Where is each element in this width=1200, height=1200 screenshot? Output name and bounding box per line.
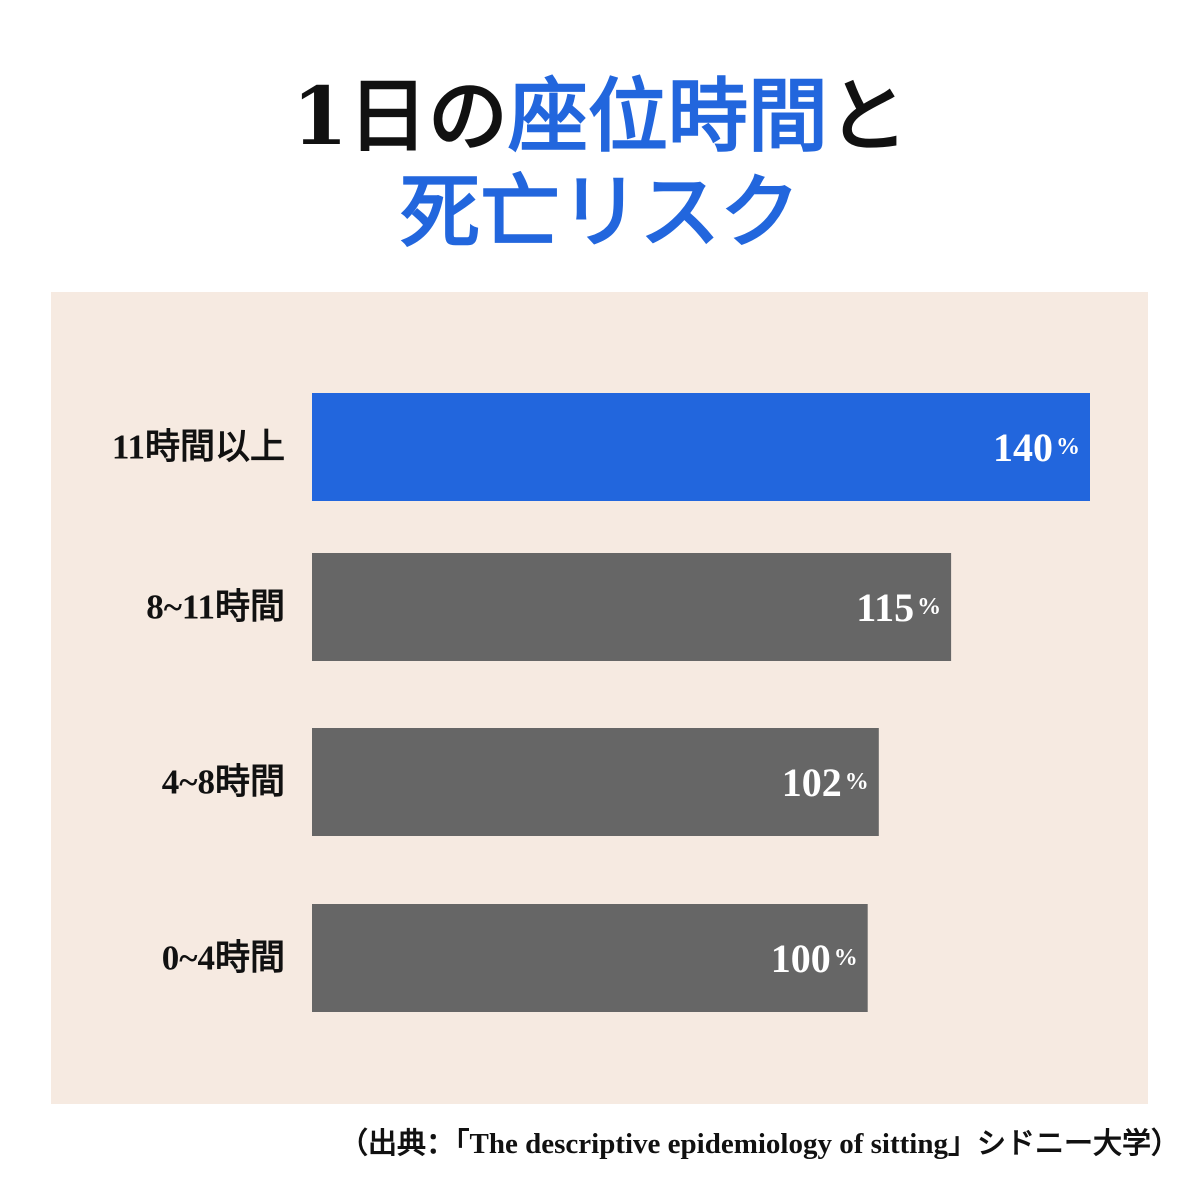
value-label-0: 140% [993, 425, 1080, 470]
bar-2 [312, 728, 879, 836]
chart-title-line1: 1日の座位時間と [0, 66, 1200, 166]
category-label-1: 8~11時間 [146, 588, 285, 627]
bar-chart: 11時間以上 140 % 8~11時間 115 % 4~8時間 102 % 0~4時間 100% [112, 393, 1090, 1012]
category-label-0: 11時間以上 [112, 428, 285, 467]
category-label-2: 4~8時間 [162, 763, 285, 802]
source-citation: （出典：「The descriptive epidemiology of sit… [339, 1128, 1180, 1160]
title-prefix: 1日の [292, 69, 508, 163]
chart-title-line2: 死亡リスク [400, 165, 800, 259]
category-label-3: 0~4時間 [162, 939, 285, 978]
bar-3 [312, 904, 868, 1012]
value-label-2: 102% [782, 760, 869, 805]
value-label-1: 115% [856, 585, 941, 630]
bar-1 [312, 553, 952, 661]
chart-panel: 11時間以上 140% 8~11時間 115% 4~8時間 102% 0~4時間 100% [51, 292, 1148, 1104]
value-label-3: 100% [771, 936, 858, 981]
title-highlight: 座位時間 [507, 69, 828, 163]
bar-0 [312, 393, 1090, 501]
title-suffix: と [827, 69, 908, 163]
